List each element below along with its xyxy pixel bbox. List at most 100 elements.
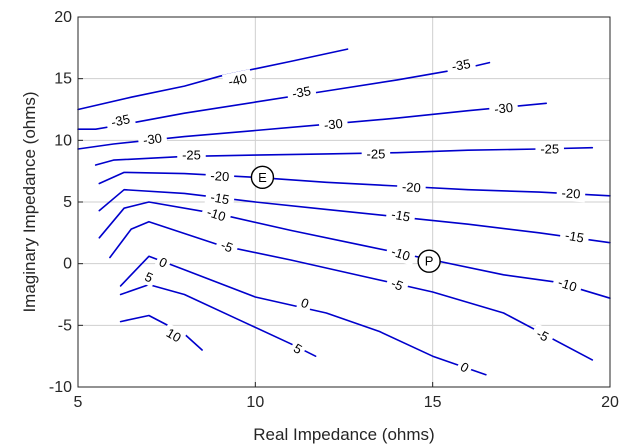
contour-label: -10 xyxy=(200,202,233,227)
contour-label-text: -20 xyxy=(210,168,230,184)
contour-label-background xyxy=(204,187,236,209)
contour-label-text: -10 xyxy=(205,204,228,224)
contour-label-text: -10 xyxy=(389,244,412,264)
contour-line--10 xyxy=(98,201,611,300)
contour-label-text: -20 xyxy=(401,179,421,195)
y-tick-label: -10 xyxy=(49,379,72,396)
contour-label-text: 0 xyxy=(299,295,311,312)
contour-label: -20 xyxy=(396,178,427,197)
contour-label-text: -30 xyxy=(142,130,163,147)
contour-line-0 xyxy=(119,255,487,376)
contour-label: -5 xyxy=(529,323,556,348)
contour-label-text: -5 xyxy=(219,237,235,255)
contour-label-background xyxy=(445,54,477,76)
y-tick-label: 10 xyxy=(54,132,72,149)
x-tick-label: 15 xyxy=(424,394,442,411)
contour-label: 10 xyxy=(160,323,187,348)
contour-line--40 xyxy=(77,48,349,111)
x-tick-label: 5 xyxy=(74,394,83,411)
contour-line--15 xyxy=(98,188,611,244)
contour-label: 0 xyxy=(295,293,315,313)
contour-label-text: -25 xyxy=(540,141,559,156)
contour-label-background xyxy=(384,241,417,266)
contour-label-background xyxy=(454,356,475,378)
contour-label-text: -30 xyxy=(323,116,343,133)
contour-label-background xyxy=(177,147,206,164)
y-tick-label: 5 xyxy=(63,194,72,211)
contour-label-background xyxy=(153,252,173,273)
contour-label-background xyxy=(535,140,564,157)
contour-lines xyxy=(77,48,611,376)
contour-label-text: -5 xyxy=(389,276,405,294)
contour-label-text: -30 xyxy=(493,100,513,117)
contour-label-background xyxy=(318,114,349,134)
contour-label-text: -35 xyxy=(450,56,471,74)
contour-line--30 xyxy=(77,102,548,150)
contour-label-background xyxy=(488,98,519,118)
contour-label-background xyxy=(221,69,254,91)
point-markers: EP xyxy=(250,165,441,273)
contour-label-text: -15 xyxy=(564,228,585,246)
contour-label-background xyxy=(361,145,391,162)
contour-label-background xyxy=(551,272,584,297)
marker-P: P xyxy=(417,249,441,273)
contour-label-text: -20 xyxy=(561,185,581,201)
contour-label-text: -35 xyxy=(110,111,132,130)
contour-label: -35 xyxy=(286,81,317,103)
contour-label: 0 xyxy=(153,252,173,273)
contour-label-background xyxy=(104,109,137,132)
contour-label: -5 xyxy=(384,273,410,296)
contour-label-text: -25 xyxy=(182,148,201,163)
contour-line--25 xyxy=(94,146,594,166)
contour-labels: -40 -35 -35 -35 -30 -30 -30 -25 -25 -25 -20 -20 -20 -… xyxy=(104,54,590,378)
y-tick-label: 15 xyxy=(54,71,72,88)
contour-label: -15 xyxy=(204,187,236,209)
contour-label: 0 xyxy=(454,356,475,378)
marker-E: E xyxy=(250,165,275,190)
contour-label: -30 xyxy=(318,114,349,134)
y-tick-label: -5 xyxy=(58,317,72,334)
contour-label: -30 xyxy=(488,98,519,118)
contour-label-background xyxy=(200,202,233,227)
marker-label: E xyxy=(258,170,267,185)
contour-label: 5 xyxy=(288,338,308,360)
contour-label-background xyxy=(556,184,586,203)
contour-label-background xyxy=(137,129,168,150)
y-tick-label: 0 xyxy=(63,256,72,273)
contour-label: -35 xyxy=(445,54,477,76)
contour-label-background xyxy=(385,205,417,226)
contour-line--20 xyxy=(98,171,611,197)
y-axis-label: Imaginary Impedance (ohms) xyxy=(20,91,39,312)
contour-label-text: -15 xyxy=(390,207,411,225)
x-tick-label: 20 xyxy=(601,394,619,411)
contour-label-text: 10 xyxy=(164,325,184,345)
contour-label-background xyxy=(205,167,235,186)
marker-circle xyxy=(250,165,275,190)
contour-label-background xyxy=(139,267,159,288)
x-tick-label: 10 xyxy=(246,394,264,411)
contour-label-text: -40 xyxy=(227,71,249,90)
contour-label: -15 xyxy=(385,205,417,226)
contour-label-background xyxy=(396,178,427,197)
contour-label: -35 xyxy=(104,109,137,132)
contour-label-background xyxy=(160,323,187,348)
contour-label-text: -25 xyxy=(367,146,386,161)
contour-label-background xyxy=(559,226,590,247)
marker-circle xyxy=(417,249,441,273)
y-tick-label: 20 xyxy=(54,9,72,26)
contour-label-text: -35 xyxy=(291,83,312,101)
x-axis-label: Real Impedance (ohms) xyxy=(253,425,434,444)
contour-label-background xyxy=(295,293,315,313)
contour-label-background xyxy=(384,273,410,296)
x-axis-ticks: 5 10 15 20 xyxy=(74,382,619,411)
contour-label: -10 xyxy=(551,272,584,297)
y-axis-ticks: -10 -5 0 5 10 15 20 xyxy=(49,9,83,396)
contour-label-background xyxy=(529,323,556,348)
contour-label: 5 xyxy=(139,267,159,288)
contour-label: -25 xyxy=(361,145,391,162)
contour-label: -40 xyxy=(221,69,254,91)
contour-label: -5 xyxy=(214,235,240,258)
contour-label-background xyxy=(288,338,308,360)
contour-label: -30 xyxy=(137,129,168,150)
